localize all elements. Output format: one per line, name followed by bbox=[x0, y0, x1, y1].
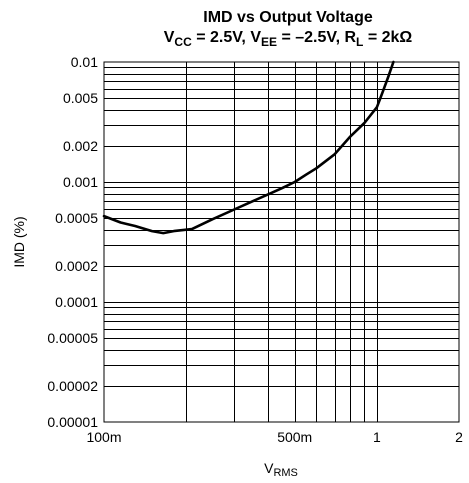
series-layer bbox=[102, 60, 395, 235]
tick-labels: 0.01 0.005 0.002 0.001 0.0005 0.0002 0.0001 0.0… bbox=[47, 54, 463, 445]
y-tick-label: 0.00002 bbox=[47, 378, 98, 394]
y-tick-label: 0.0005 bbox=[55, 210, 98, 226]
chart-subtitle: VCC = 2.5V, VEE = –2.5V, RL = 2kΩ bbox=[164, 29, 413, 49]
chart-title: IMD vs Output Voltage bbox=[203, 9, 373, 26]
y-tick-label: 0.00001 bbox=[47, 414, 98, 430]
plot-frame bbox=[103, 61, 460, 423]
x-tick-label: 2 bbox=[455, 429, 463, 445]
grid bbox=[104, 62, 459, 422]
y-tick-label: 0.00005 bbox=[47, 330, 98, 346]
x-tick-label: 500m bbox=[277, 429, 312, 445]
y-tick-label: 0.0002 bbox=[55, 258, 98, 274]
y-axis-label: IMD (%) bbox=[11, 216, 27, 267]
y-tick-label: 0.002 bbox=[63, 138, 98, 154]
x-tick-label: 1 bbox=[373, 429, 381, 445]
x-tick-label: 100m bbox=[86, 429, 121, 445]
y-tick-label: 0.0001 bbox=[55, 294, 98, 310]
y-tick-label: 0.005 bbox=[63, 90, 98, 106]
x-axis-label: VRMS bbox=[264, 460, 298, 479]
y-tick-label: 0.01 bbox=[71, 54, 98, 70]
y-tick-label: 0.001 bbox=[63, 174, 98, 190]
series-line bbox=[102, 60, 395, 235]
